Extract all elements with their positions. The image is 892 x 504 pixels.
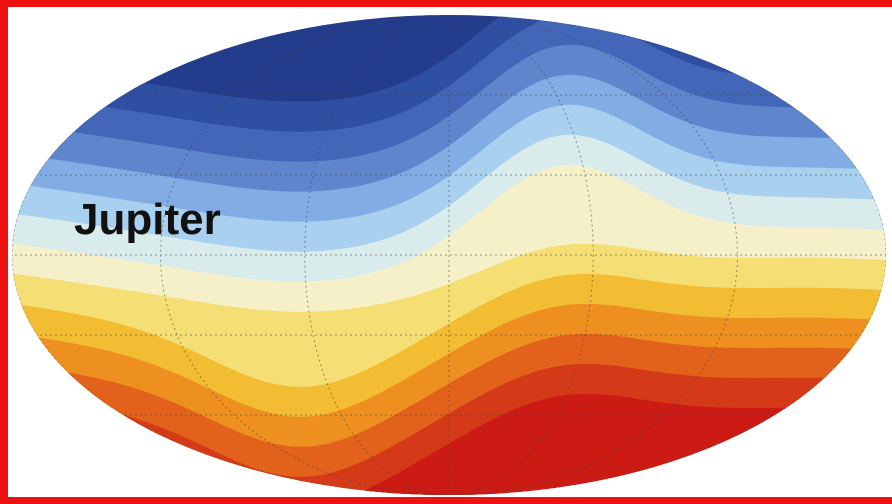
planet-label: Jupiter	[74, 195, 221, 244]
meridian	[304, 15, 594, 495]
graticule	[12, 15, 886, 495]
